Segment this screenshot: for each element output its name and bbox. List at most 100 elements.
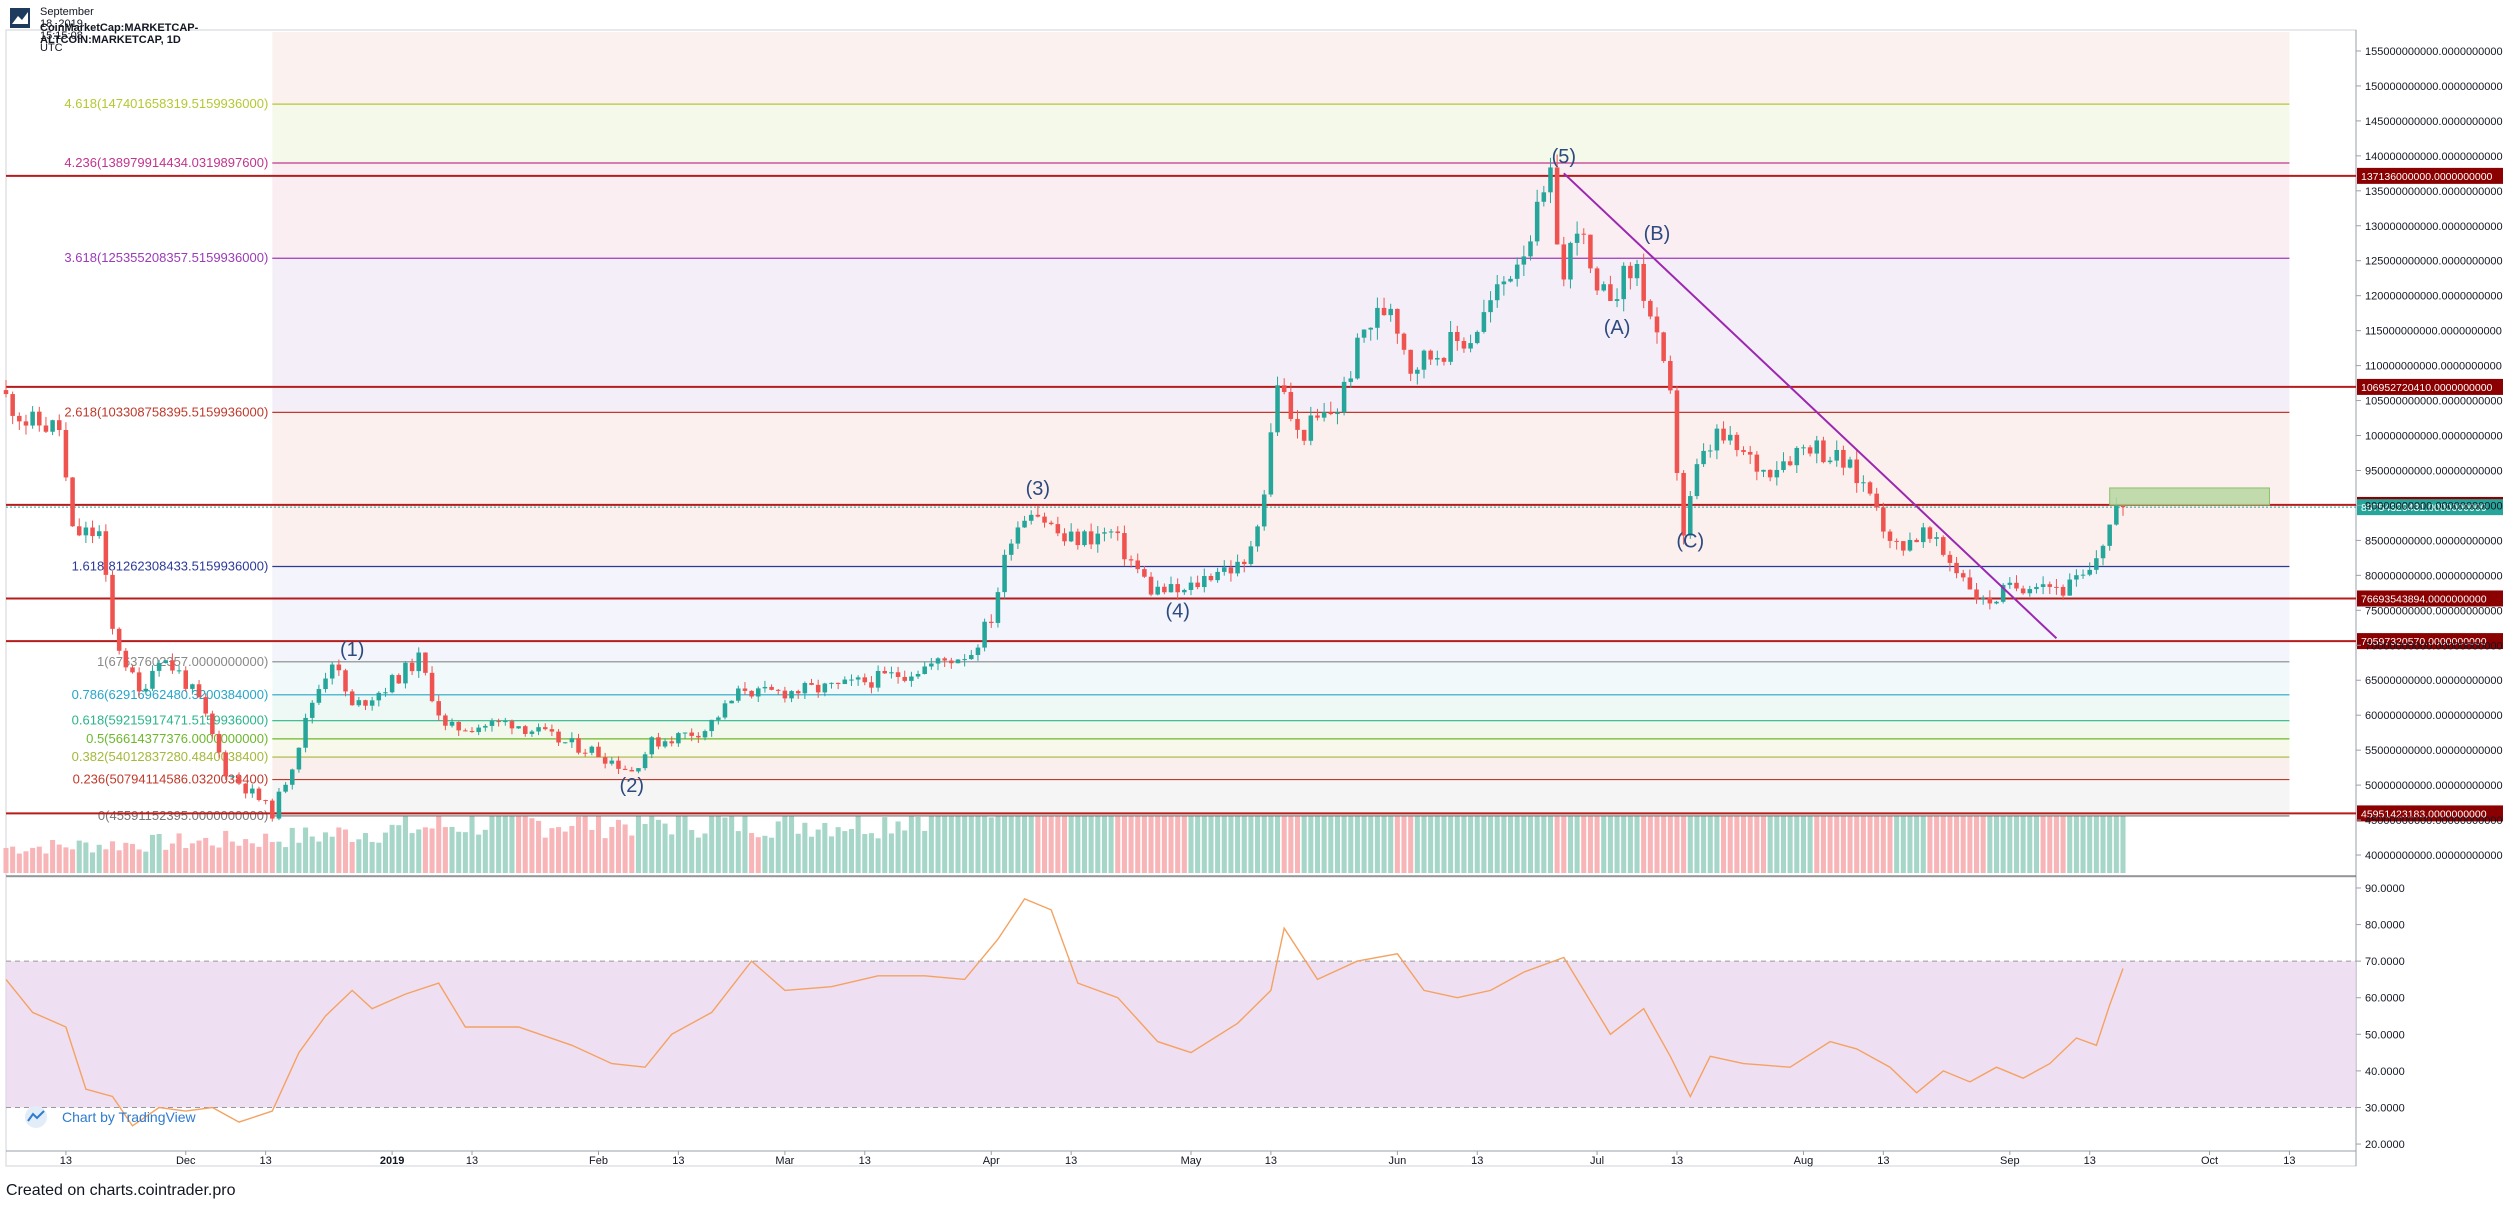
candle-up (1694, 464, 1700, 497)
volume-bar (2087, 797, 2093, 873)
price-axis-label: 80000000000.00000000000 (2365, 570, 2503, 582)
volume-bar (2060, 774, 2066, 873)
rsi-band (6, 961, 2356, 1108)
candle-down (1128, 559, 1134, 561)
volume-bar (1188, 778, 1194, 873)
price-axis-label: 110000000000.0000000000 (2365, 361, 2502, 373)
candle-down (576, 738, 581, 753)
candle-up (829, 682, 834, 684)
candle-up (1182, 589, 1187, 593)
volume-bar (1115, 760, 1121, 873)
candle-up (489, 721, 495, 726)
fib-level-label: 0.786(62916962480.3200384000) (72, 687, 269, 702)
wave-label: (B) (1644, 223, 1671, 245)
candle-up (1335, 412, 1340, 415)
candle-up (1621, 265, 1626, 300)
price-axis-label: 75000000000.00000000000 (2365, 605, 2503, 617)
candle-up (2027, 589, 2033, 594)
candle-up (889, 672, 894, 674)
volume-bar (789, 811, 795, 873)
candle-up (1481, 312, 1487, 332)
candle-down (669, 741, 674, 744)
time-axis-label: Feb (589, 1155, 608, 1167)
wave-label: (4) (1165, 600, 1189, 622)
candle-down (1854, 459, 1859, 484)
rsi-axis-label: 70.0000 (2365, 956, 2405, 968)
volume-bar (1727, 775, 1733, 873)
candle-up (476, 727, 481, 733)
candle-down (336, 664, 342, 671)
rsi-axis-label: 60.0000 (2365, 993, 2405, 1005)
candle-down (869, 682, 874, 688)
candle-up (569, 738, 575, 743)
candle-up (1415, 369, 1420, 374)
candle-down (203, 697, 208, 714)
candle-down (1175, 584, 1180, 593)
volume-bar (1195, 769, 1201, 873)
volume-bar (469, 816, 475, 873)
candle-up (529, 731, 535, 734)
candle-down (396, 675, 402, 684)
volume-bar (808, 836, 815, 873)
fib-level-label: 0.5(56614377376.0000000000) (86, 731, 268, 746)
price-axis-label: 70000000000.00000000000 (2365, 640, 2503, 652)
candle-up (2000, 584, 2006, 602)
volume-bar (602, 838, 608, 873)
candle-down (463, 730, 468, 732)
candle-down (902, 676, 907, 681)
rsi-axis-label: 40.0000 (2365, 1066, 2405, 1078)
candle-up (323, 678, 328, 690)
candle-down (343, 670, 348, 692)
candle-down (1668, 360, 1673, 391)
volume-bar (582, 815, 588, 873)
candle-up (1907, 539, 1913, 551)
volume-bar (2020, 800, 2026, 873)
candle-up (536, 727, 541, 732)
fib-zone (272, 661, 2290, 695)
watermark-text: Chart by TradingView (62, 1109, 196, 1125)
candle-down (1148, 576, 1154, 595)
candle-down (835, 682, 841, 685)
rsi-axis-label: 90.0000 (2365, 883, 2405, 895)
price-level-tag-label: 106952720410.0000000000 (2361, 382, 2493, 394)
time-axis-label: Sep (2000, 1155, 2020, 1167)
time-axis-label: 2019 (380, 1155, 404, 1167)
volume-bar (1920, 779, 1926, 873)
volume-bar (1887, 790, 1893, 873)
volume-bar (309, 836, 315, 873)
volume-bar (149, 834, 155, 873)
candle-up (975, 647, 981, 655)
wave-label: (3) (1026, 478, 1050, 500)
volume-bar (1794, 771, 1800, 873)
price-axis-label: 135000000000.0000000000 (2365, 186, 2503, 198)
volume-bar (1807, 768, 1813, 873)
candle-down (542, 727, 548, 730)
candle-down (70, 477, 75, 527)
candle-up (416, 652, 422, 672)
candle-down (2054, 586, 2059, 588)
candle-down (2120, 505, 2126, 508)
candle-up (276, 791, 282, 819)
price-level-tag-label: 137136000000.0000000000 (2361, 171, 2493, 183)
volume-bar (303, 827, 309, 873)
fib-zone (272, 720, 2290, 739)
price-axis-label: 150000000000.0000000000 (2365, 81, 2503, 93)
candle-up (2074, 575, 2079, 580)
rsi-axis-label: 80.0000 (2365, 920, 2405, 932)
candle-down (1821, 440, 1826, 463)
candle-down (556, 731, 561, 743)
candle-up (922, 666, 927, 674)
candle-up (1714, 428, 1720, 451)
price-axis-label: 130000000000.0000000000 (2365, 221, 2503, 233)
volume-bar (1081, 789, 1087, 873)
volume-bar (715, 816, 721, 873)
volume-bar (635, 807, 641, 873)
candle-up (736, 688, 741, 701)
volume-bar (742, 812, 748, 873)
volume-bar (1927, 792, 1933, 873)
volume-bar (1255, 780, 1261, 873)
candle-down (1914, 539, 1919, 543)
candle-down (1088, 531, 1094, 545)
candle-down (1581, 233, 1587, 235)
